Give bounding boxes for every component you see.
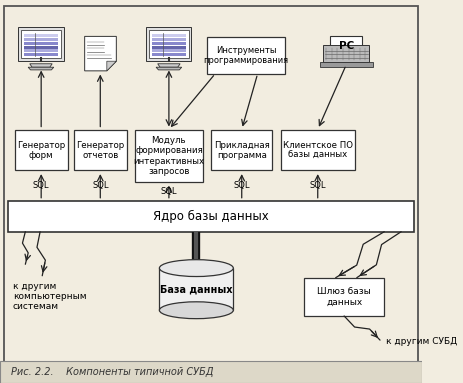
FancyBboxPatch shape — [152, 38, 186, 41]
FancyBboxPatch shape — [152, 34, 186, 38]
FancyBboxPatch shape — [149, 30, 189, 59]
Polygon shape — [107, 61, 116, 71]
Polygon shape — [158, 64, 180, 67]
Text: База данных: База данных — [160, 284, 232, 294]
Text: Клиентское ПО
базы данных: Клиентское ПО базы данных — [283, 141, 353, 160]
Polygon shape — [156, 67, 182, 70]
FancyBboxPatch shape — [319, 62, 373, 67]
Text: PC: PC — [338, 41, 354, 51]
FancyBboxPatch shape — [0, 361, 422, 383]
Text: Генератор
форм: Генератор форм — [17, 141, 65, 160]
Text: SQL: SQL — [92, 181, 108, 190]
FancyBboxPatch shape — [152, 53, 186, 56]
FancyBboxPatch shape — [159, 268, 233, 310]
FancyBboxPatch shape — [152, 42, 186, 45]
FancyBboxPatch shape — [4, 6, 418, 362]
FancyBboxPatch shape — [24, 53, 58, 56]
FancyBboxPatch shape — [211, 130, 272, 170]
Polygon shape — [28, 67, 54, 70]
Text: Инструменты
программирования: Инструменты программирования — [203, 46, 288, 65]
Text: Генератор
отчетов: Генератор отчетов — [76, 141, 125, 160]
FancyBboxPatch shape — [24, 34, 58, 38]
FancyBboxPatch shape — [323, 45, 369, 62]
FancyBboxPatch shape — [8, 201, 414, 232]
FancyBboxPatch shape — [152, 49, 186, 52]
Text: к другим
компьютерным
системам: к другим компьютерным системам — [13, 282, 86, 311]
Text: SQL: SQL — [233, 181, 250, 190]
Text: SQL: SQL — [33, 181, 50, 190]
Text: SQL: SQL — [161, 187, 177, 196]
FancyBboxPatch shape — [207, 37, 285, 74]
FancyBboxPatch shape — [24, 42, 58, 45]
Text: SQL: SQL — [309, 181, 326, 190]
Ellipse shape — [159, 260, 233, 277]
FancyBboxPatch shape — [304, 278, 384, 316]
Text: Прикладная
программа: Прикладная программа — [214, 141, 269, 160]
Polygon shape — [85, 36, 116, 71]
FancyBboxPatch shape — [281, 130, 355, 170]
FancyBboxPatch shape — [24, 49, 58, 52]
FancyBboxPatch shape — [152, 46, 186, 49]
FancyBboxPatch shape — [74, 130, 127, 170]
FancyBboxPatch shape — [24, 46, 58, 49]
FancyBboxPatch shape — [331, 36, 362, 56]
Text: к другим СУБД: к другим СУБД — [386, 337, 457, 346]
Text: Рис. 2.2.    Компоненты типичной СУБД: Рис. 2.2. Компоненты типичной СУБД — [11, 367, 213, 377]
FancyBboxPatch shape — [21, 30, 61, 59]
FancyBboxPatch shape — [24, 38, 58, 41]
FancyBboxPatch shape — [135, 130, 203, 182]
FancyBboxPatch shape — [146, 28, 192, 61]
Polygon shape — [30, 64, 52, 67]
FancyBboxPatch shape — [19, 28, 63, 61]
Text: Шлюз базы
данных: Шлюз базы данных — [317, 287, 371, 306]
FancyBboxPatch shape — [15, 130, 68, 170]
Text: Модуль
формирования
интерактивных
запросов: Модуль формирования интерактивных запрос… — [133, 136, 205, 176]
Ellipse shape — [159, 302, 233, 319]
Text: Ядро базы данных: Ядро базы данных — [153, 210, 269, 223]
